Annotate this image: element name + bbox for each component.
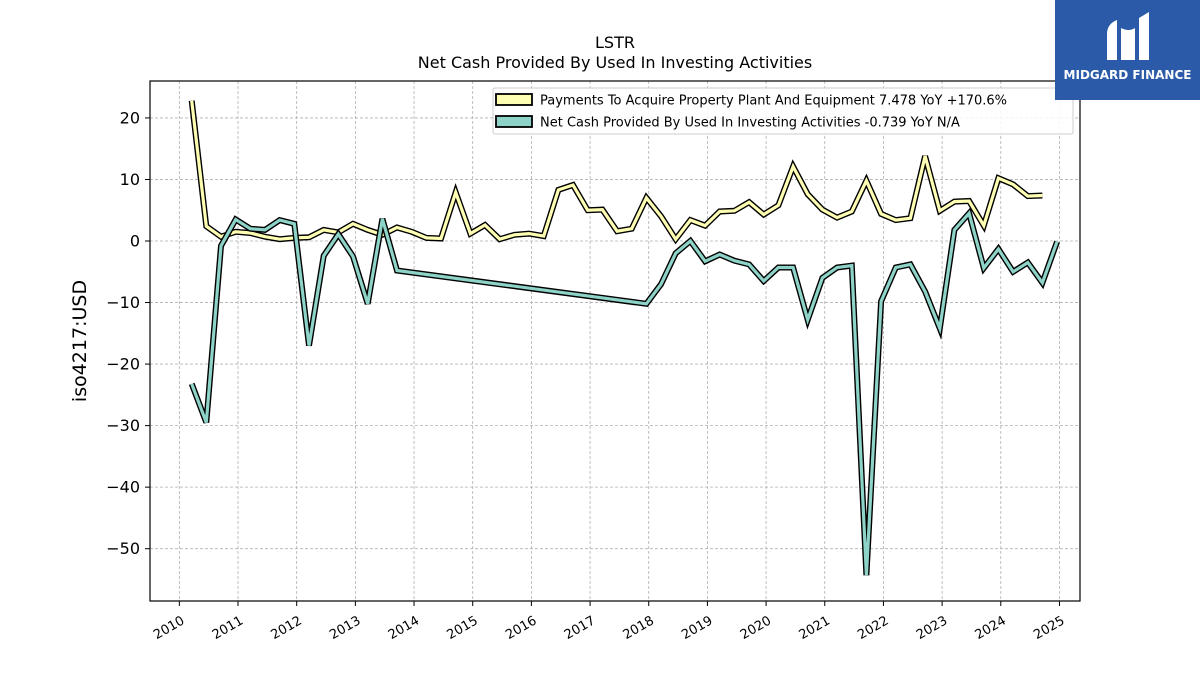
series-line [190,210,1059,576]
x-tick-label: 2024 [973,613,1009,643]
midgard-finance-logo: MIDGARD FINANCE [1055,0,1200,100]
legend-entry-payments: Payments To Acquire Property Plant And E… [540,94,1007,109]
grid [150,81,1080,601]
x-tick-label: 2021 [797,613,833,643]
x-tick-label: 2017 [562,613,598,643]
chart-subtitle: Net Cash Provided By Used In Investing A… [418,53,812,72]
legend: Payments To Acquire Property Plant And E… [492,87,1074,135]
x-tick-label: 2013 [327,613,363,643]
y-tick-label: 20 [120,108,140,127]
y-tick-label: −30 [106,416,140,435]
x-tick-label: 2020 [738,613,774,643]
y-tick-label: −40 [106,478,140,497]
chart-title: LSTR [595,33,635,52]
y-tick-label: 10 [120,170,140,189]
x-tick-label: 2016 [503,613,539,643]
plot-frame [149,80,1081,602]
x-tick-label: 2018 [621,613,657,643]
y-axis: 20 10 0 −10 −20 −30 −40 −50 [106,108,150,558]
x-tick-label: 2011 [210,613,246,643]
x-tick-label: 2025 [1031,613,1067,643]
legend-box [492,87,1074,135]
x-tick-label: 2015 [445,613,481,643]
series-layer [188,100,1060,576]
legend-swatch-net-cash [495,115,533,128]
x-tick-label: 2019 [679,613,715,643]
logo-mark-icon [1107,12,1149,60]
x-tick-label: 2014 [386,613,422,643]
y-tick-label: 0 [130,232,140,251]
x-axis: 2010 2011 2012 2013 2014 2015 2016 2017 2018 2019… [151,601,1067,643]
y-tick-label: −10 [106,293,140,312]
y-tick-label: −20 [106,355,140,374]
legend-swatch-payments [495,93,533,106]
legend-entry-net-cash: Net Cash Provided By Used In Investing A… [540,116,960,131]
x-tick-label: 2010 [151,613,187,643]
x-tick-label: 2012 [269,613,305,643]
logo-text: MIDGARD FINANCE [1063,68,1192,82]
x-tick-label: 2023 [914,613,950,643]
y-tick-label: −50 [106,539,140,558]
y-axis-label: iso4217:USD [69,280,91,402]
x-tick-label: 2022 [855,613,891,643]
series-payments [188,100,1043,245]
series-net-cash [188,207,1060,576]
series-line [190,100,1043,242]
